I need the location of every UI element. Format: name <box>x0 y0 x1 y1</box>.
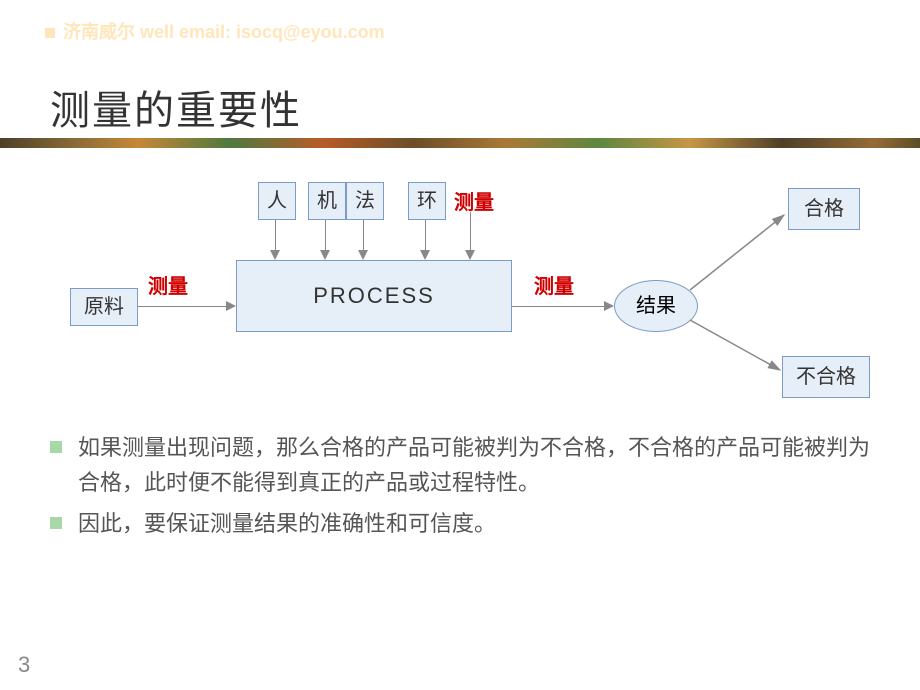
raw-material-box: 原料 <box>70 288 138 326</box>
header-watermark: 济南威尔 well email: isocq@eyou.com <box>45 18 385 44</box>
arrow-down-icon <box>420 250 430 260</box>
arrow-down-icon <box>465 250 475 260</box>
arrow-line <box>470 212 471 250</box>
arrow-line <box>425 220 426 250</box>
arrow-right-icon <box>226 301 236 311</box>
arrow-down-icon <box>358 250 368 260</box>
bullet-square-icon <box>50 441 62 453</box>
arrow-down-icon <box>320 250 330 260</box>
pass-box: 合格 <box>788 188 860 230</box>
page-number: 3 <box>18 652 30 678</box>
arrow-right-icon <box>604 301 614 311</box>
bullet-text: 因此，要保证测量结果的准确性和可信度。 <box>78 506 496 541</box>
arrow-line <box>138 306 226 307</box>
bullet-square-icon <box>50 517 62 529</box>
bullet-item: 如果测量出现问题，那么合格的产品可能被判为不合格，不合格的产品可能被判为合格，此… <box>50 430 870 500</box>
watermark-text: 济南威尔 well email: isocq@eyou.com <box>63 22 385 42</box>
bullet-list: 如果测量出现问题，那么合格的产品可能被判为不合格，不合格的产品可能被判为合格，此… <box>50 430 870 548</box>
arrow-line <box>363 220 364 250</box>
input-people-box: 人 <box>258 182 296 220</box>
input-measure-label: 测量 <box>454 186 494 215</box>
measure-left-label: 测量 <box>148 270 188 299</box>
bullet-square-icon <box>45 28 55 38</box>
arrow-line <box>512 306 604 307</box>
bullet-item: 因此，要保证测量结果的准确性和可信度。 <box>50 506 870 541</box>
process-diagram: 人 机 法 环 测量 原料 测量 PROCESS 测量 结果 合格 不合格 <box>0 160 920 420</box>
input-env-box: 环 <box>408 182 446 220</box>
process-box: PROCESS <box>236 260 512 332</box>
bullet-text: 如果测量出现问题，那么合格的产品可能被判为不合格，不合格的产品可能被判为合格，此… <box>78 430 870 500</box>
input-machine-box: 机 <box>308 182 346 220</box>
arrow-line <box>275 220 276 250</box>
arrow-down-icon <box>270 250 280 260</box>
page-title: 测量的重要性 <box>50 78 302 136</box>
title-underline <box>0 138 920 148</box>
fail-box: 不合格 <box>782 356 870 398</box>
result-ellipse: 结果 <box>614 280 698 332</box>
arrow-line <box>325 220 326 250</box>
measure-right-label: 测量 <box>534 270 574 299</box>
input-method-box: 法 <box>346 182 384 220</box>
